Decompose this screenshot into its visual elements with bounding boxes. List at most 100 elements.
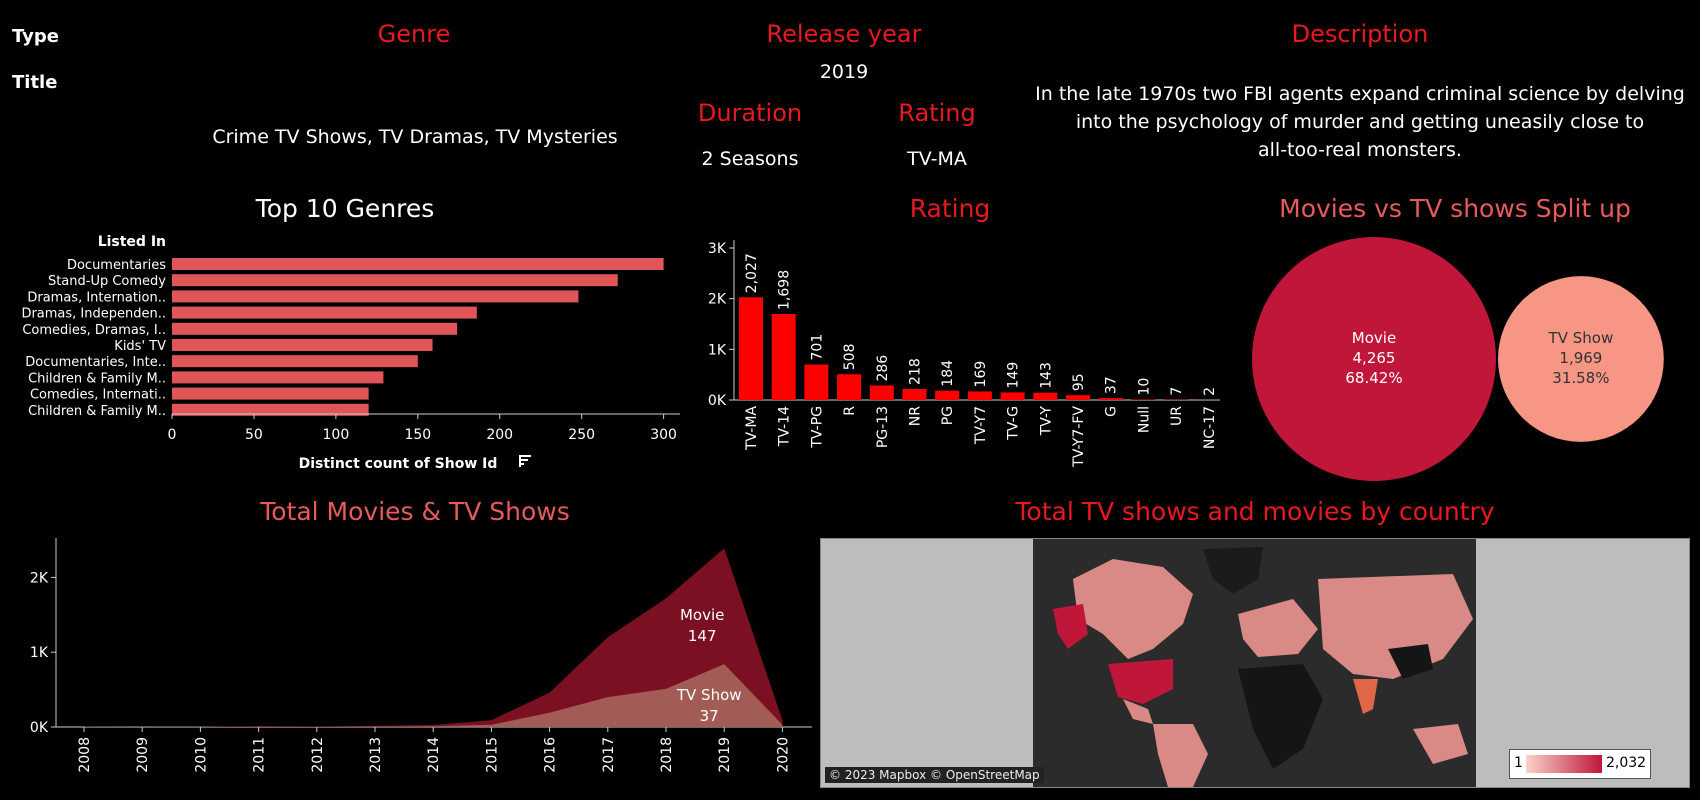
rating-value-label: 286 — [875, 355, 891, 382]
world-map-shapes — [1053, 547, 1473, 787]
rating-bar[interactable] — [1000, 392, 1025, 400]
y-tick-label: 1K — [708, 342, 727, 358]
x-tick-label: 2017 — [601, 737, 617, 773]
genre-value: Crime TV Shows, TV Dramas, TV Mysteries — [212, 126, 618, 148]
trend-chart: 0K 1K 2K 2008 2009 2010 2011 2012 2013 2014 2015 20… — [30, 538, 812, 773]
description-line: In the late 1970s two FBI agents expand … — [1035, 83, 1685, 105]
map-panel[interactable]: © 2023 Mapbox © OpenStreetMap 1 2,032 — [820, 538, 1690, 788]
y-tick-label: 0K — [708, 393, 727, 409]
genre-bar[interactable] — [172, 371, 384, 384]
rating-value-label: 184 — [940, 360, 956, 387]
genre-category-label: Children & Family M.. — [28, 404, 166, 419]
tvshow-area[interactable] — [84, 664, 783, 727]
genre-bar[interactable] — [172, 274, 618, 287]
rating-chart: 0K 1K 2K 3K 2,027 TV-MA 1,698 TV-14 701 TV-PG 508… — [708, 240, 1220, 468]
split-bubble[interactable] — [1498, 276, 1664, 442]
split-chart: Movie 4,265 68.42% TV Show 1,969 31.58% — [1252, 237, 1664, 481]
genre-bar[interactable] — [172, 322, 458, 335]
x-tick-label: 2010 — [193, 737, 209, 773]
world-map[interactable] — [1033, 539, 1476, 787]
rating-category-label: NR — [908, 406, 924, 426]
rating-bar[interactable] — [837, 374, 862, 400]
rating-value-label: 143 — [1038, 362, 1054, 389]
y-tick-label: 0K — [30, 720, 49, 736]
rating-value-label: 508 — [842, 344, 858, 371]
rating-value-label: 218 — [908, 358, 924, 385]
genre-bar[interactable] — [172, 306, 477, 319]
rating-bar[interactable] — [1131, 399, 1156, 400]
genre-category-label: Comedies, Dramas, I.. — [22, 323, 166, 338]
rating-category-label: NC-17 — [1202, 406, 1218, 449]
x-tick-label: 2011 — [252, 737, 268, 773]
rating-category-label: TV-MA — [744, 406, 760, 451]
genre-bar[interactable] — [172, 355, 418, 368]
genre-bar[interactable] — [172, 258, 664, 270]
x-tick-label: 200 — [486, 427, 513, 443]
legend-gradient — [1526, 755, 1602, 773]
rating-bar[interactable] — [902, 388, 927, 400]
x-tick-label: 250 — [568, 427, 595, 443]
china-shape — [1388, 644, 1433, 679]
rating-category-label: Null — [1136, 406, 1152, 433]
duration-value: 2 Seasons — [701, 148, 799, 170]
genre-bar[interactable] — [172, 403, 369, 416]
north-america-shape — [1073, 559, 1193, 659]
genre-category-label: Dramas, Internation.. — [27, 290, 166, 305]
alaska-shape — [1053, 604, 1088, 649]
split-bubble[interactable] — [1252, 237, 1496, 481]
rating-bar[interactable] — [869, 385, 894, 400]
split-chart-title: Movies vs TV shows Split up — [1279, 194, 1631, 223]
rating-bar[interactable] — [1033, 392, 1058, 400]
bubble-name-label: TV Show — [1548, 329, 1614, 347]
x-tick-label: 50 — [245, 427, 263, 443]
genre-bar[interactable] — [172, 339, 433, 351]
rating-bar[interactable] — [1066, 395, 1090, 400]
rating-value-label: 1,698 — [777, 270, 793, 310]
rating-value-label: 95 — [1071, 373, 1087, 391]
x-tick-label: 2013 — [368, 737, 384, 773]
legend-max: 2,032 — [1606, 755, 1647, 771]
map-credit[interactable]: © 2023 Mapbox © OpenStreetMap — [825, 767, 1044, 783]
movie-annotation-label: Movie — [680, 606, 724, 624]
y-tick-label: 3K — [708, 241, 727, 257]
genre-category-label: Children & Family M.. — [28, 371, 166, 386]
x-tick-label: 150 — [404, 427, 431, 443]
rating-bar[interactable] — [739, 297, 763, 400]
rating-category-label: UR — [1169, 406, 1185, 426]
rating-bar[interactable] — [935, 390, 960, 400]
legend-min: 1 — [1514, 755, 1523, 771]
x-tick-label: 2008 — [77, 737, 93, 773]
bubble-name-label: Movie — [1352, 329, 1396, 347]
release-year-heading: Release year — [766, 20, 922, 48]
rating-value-label: 7 — [1169, 387, 1185, 396]
genre-bar[interactable] — [172, 290, 579, 303]
rating-bar[interactable] — [771, 313, 796, 400]
description-text: In the late 1970s two FBI agents expand … — [1020, 80, 1700, 164]
genre-bar[interactable] — [172, 387, 369, 400]
genre-category-label: Stand-Up Comedy — [48, 274, 166, 289]
y-tick-label: 2K — [30, 570, 49, 586]
genre-heading: Genre — [377, 20, 451, 48]
rating-bar[interactable] — [967, 391, 992, 400]
trend-chart-title: Total Movies & TV Shows — [260, 497, 570, 526]
rating-bar[interactable] — [1098, 398, 1123, 400]
genre-category-label: Comedies, Internati.. — [30, 388, 166, 403]
movie-area[interactable] — [84, 548, 783, 727]
x-tick-label: 2020 — [775, 737, 791, 773]
rating-chart-title: Rating — [909, 194, 991, 223]
rating-value-label: 37 — [1104, 376, 1120, 394]
bubble-pct-label: 31.58% — [1552, 369, 1609, 387]
rating-value: TV-MA — [907, 148, 967, 170]
description-heading: Description — [1291, 20, 1429, 48]
sort-icon[interactable] — [519, 455, 531, 467]
x-tick-label: 2015 — [484, 737, 500, 773]
x-tick-label: 100 — [323, 427, 350, 443]
asia-shape — [1318, 574, 1473, 679]
description-line: into the psychology of murder and gettin… — [1075, 111, 1645, 133]
x-axis-label: Distinct count of Show Id — [299, 456, 498, 472]
rating-category-label: TV-14 — [777, 406, 793, 447]
x-tick-label: 2019 — [717, 737, 733, 773]
tvshow-annotation-label: TV Show — [676, 686, 742, 704]
rating-bar[interactable] — [804, 364, 829, 400]
greenland-shape — [1203, 547, 1263, 594]
